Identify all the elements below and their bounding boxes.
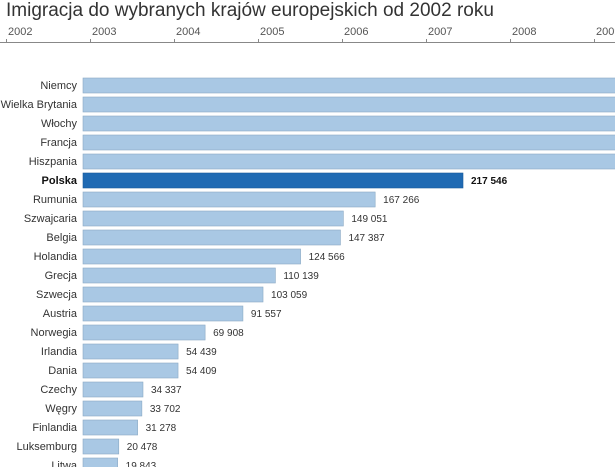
category-label: Rumunia: [33, 194, 78, 206]
value-label: 110 139: [283, 271, 319, 282]
value-label: 69 908: [213, 328, 244, 339]
category-label: Czechy: [40, 384, 77, 396]
bar-szwajcaria[interactable]: [82, 210, 344, 227]
bar-francja[interactable]: [82, 134, 615, 151]
bar-włochy[interactable]: [82, 115, 615, 132]
category-label: Norwegia: [31, 327, 78, 339]
timeline-year-label[interactable]: 2005: [260, 26, 285, 38]
timeline-tick: [426, 39, 427, 43]
timeline-year-label[interactable]: 2004: [176, 26, 201, 38]
timeline-year-label[interactable]: 2006: [344, 26, 369, 38]
category-label: Węgry: [45, 403, 77, 415]
timeline-year-label[interactable]: 2008: [512, 26, 537, 38]
value-label: 217 546: [471, 176, 508, 187]
bar-austria[interactable]: [82, 305, 244, 322]
bar-litwa[interactable]: [82, 457, 118, 467]
bar-czechy[interactable]: [82, 381, 144, 398]
chart-title: Imigracja do wybranych krajów europejski…: [6, 0, 494, 21]
value-label: 20 478: [127, 442, 158, 453]
category-label: Austria: [43, 308, 78, 320]
timeline-tick: [510, 39, 511, 43]
value-label: 167 266: [383, 195, 420, 206]
value-label: 54 409: [186, 366, 217, 377]
category-label: Szwajcaria: [24, 213, 78, 225]
category-label: Holandia: [34, 251, 78, 263]
timeline-tick: [90, 39, 91, 43]
year-timeline[interactable]: 2002 2003 2004 2005 2006 2007 2008 2009: [0, 26, 615, 43]
category-label: Francja: [40, 137, 78, 149]
bar-niemcy[interactable]: [82, 77, 615, 94]
bar-polska[interactable]: [82, 172, 464, 189]
value-label: 147 387: [348, 233, 385, 244]
bar-rumunia[interactable]: [82, 191, 376, 208]
bar-grecja[interactable]: [82, 267, 276, 284]
bar-luksemburg[interactable]: [82, 438, 120, 455]
value-label: 19 843: [126, 461, 157, 467]
bar-węgry[interactable]: [82, 400, 143, 417]
category-label: Dania: [48, 365, 78, 377]
value-label: 31 278: [146, 423, 177, 434]
category-label: Grecja: [45, 270, 78, 282]
category-label: Belgia: [46, 232, 77, 244]
category-label: Litwa: [51, 460, 78, 467]
category-label: Irlandia: [41, 346, 78, 358]
value-label: 124 566: [309, 252, 346, 263]
value-label: 34 337: [151, 385, 182, 396]
bar-hiszpania[interactable]: [82, 153, 615, 170]
category-label: Szwecja: [36, 289, 78, 301]
bar-belgia[interactable]: [82, 229, 341, 246]
value-label: 149 051: [351, 214, 388, 225]
timeline-tick: [258, 39, 259, 43]
timeline-year-label[interactable]: 2007: [428, 26, 453, 38]
value-label: 54 439: [186, 347, 217, 358]
category-label: Włochy: [41, 118, 78, 130]
timeline-tick: [342, 39, 343, 43]
bar-szwecja[interactable]: [82, 286, 264, 303]
bar-dania[interactable]: [82, 362, 179, 379]
bar-irlandia[interactable]: [82, 343, 179, 360]
category-label: Hiszpania: [29, 156, 78, 168]
timeline-tick: [594, 39, 595, 43]
value-label: 91 557: [251, 309, 282, 320]
category-label: Niemcy: [40, 80, 77, 92]
bar-holandia[interactable]: [82, 248, 301, 265]
timeline-year-label[interactable]: 2003: [92, 26, 117, 38]
category-label: Wielka Brytania: [1, 99, 78, 111]
timeline-year-label[interactable]: 2009: [596, 26, 615, 38]
timeline-tick: [6, 39, 7, 43]
value-label: 103 059: [271, 290, 308, 301]
timeline-year-label[interactable]: 2002: [8, 26, 33, 38]
category-label: Polska: [42, 175, 78, 187]
bar-wielka-brytania[interactable]: [82, 96, 615, 113]
timeline-axis-line: [0, 42, 615, 43]
category-label: Luksemburg: [16, 441, 77, 453]
bar-finlandia[interactable]: [82, 419, 138, 436]
value-label: 33 702: [150, 404, 181, 415]
bar-norwegia[interactable]: [82, 324, 206, 341]
category-label: Finlandia: [32, 422, 78, 434]
timeline-tick: [174, 39, 175, 43]
